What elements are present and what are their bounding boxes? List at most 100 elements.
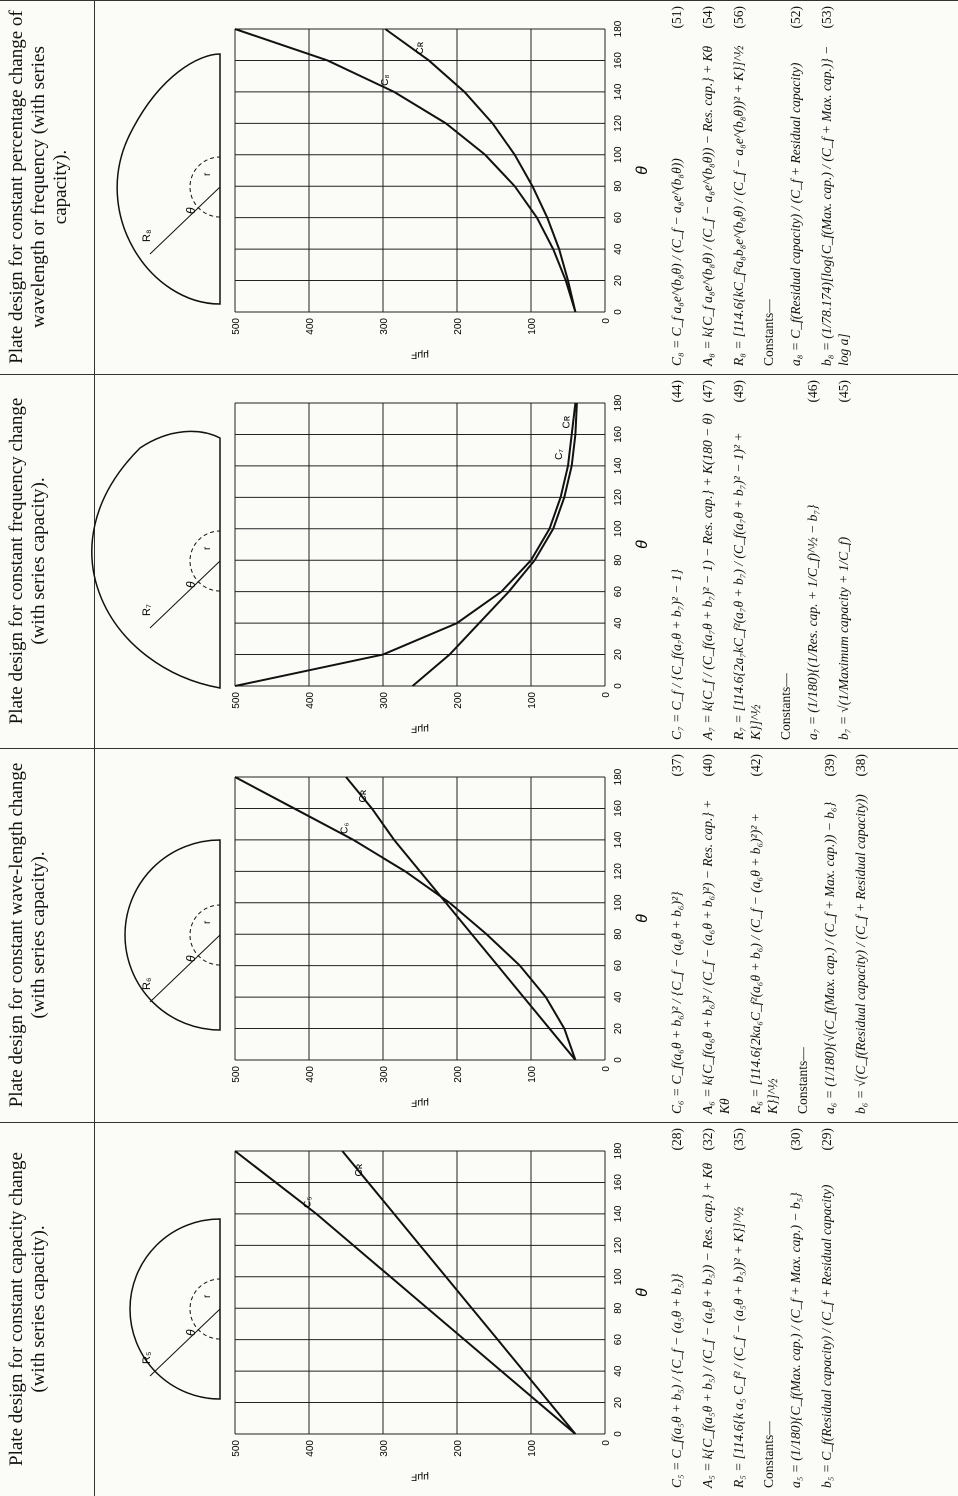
formula-block: C₇ = C_f / {C_f(a₇θ + b₇)² − 1} (44) A₇ = … bbox=[668, 380, 866, 740]
plate-outline bbox=[116, 53, 221, 305]
x-tick-label: 140 bbox=[613, 1205, 624, 1222]
plate-radius-label: R₆ bbox=[141, 978, 153, 990]
y-tick-label: 500 bbox=[231, 692, 242, 709]
equation-number: (49) bbox=[731, 380, 746, 403]
x-tick-label: 100 bbox=[613, 146, 624, 163]
x-tick-label: 180 bbox=[613, 20, 624, 37]
formula-row: a₅ = (1/180){C_f(Max. cap.) / (C_f + Max… bbox=[787, 1128, 804, 1488]
y-tick-label: 200 bbox=[453, 1440, 464, 1457]
x-tick-label: 140 bbox=[613, 831, 624, 848]
y-tick-label: 200 bbox=[453, 1066, 464, 1083]
plate-radius bbox=[149, 934, 221, 1003]
equation-number: (45) bbox=[836, 380, 851, 403]
formula-row: b₇ = √(1/Maximum capacity + 1/C_f) (45) bbox=[835, 380, 852, 740]
formula: C₆ = C_f(a₆θ + b₆)² / {C_f − (a₆θ + b₆)²… bbox=[669, 891, 684, 1114]
formula: R₈ = [114.6{kC_f²a₈b₈e^(b₈θ) / (C_f − a₈… bbox=[731, 45, 746, 366]
y-tick-label: 400 bbox=[305, 692, 316, 709]
equation-number: (53) bbox=[819, 6, 834, 29]
plate-outline bbox=[91, 430, 221, 689]
formula-row: R₆ = [114.6{2ka₆C_f²(a₆θ + b₆) / (C_f − … bbox=[747, 754, 781, 1114]
formula: b₆ = √(C_f(Residual capacity) / (C_f + R… bbox=[853, 794, 868, 1114]
x-tick-label: 120 bbox=[613, 863, 624, 880]
x-axis-label: θ bbox=[634, 914, 651, 923]
x-axis-label: θ bbox=[634, 1288, 651, 1297]
equation-number: (30) bbox=[788, 1128, 803, 1151]
x-tick-label: 60 bbox=[613, 212, 624, 224]
x-tick-label: 80 bbox=[613, 928, 624, 940]
equation-number: (47) bbox=[700, 380, 715, 403]
formula-row: b₆ = √(C_f(Residual capacity) / (C_f + R… bbox=[852, 754, 869, 1114]
equation-number: (51) bbox=[669, 6, 684, 29]
equation-number: (32) bbox=[700, 1128, 715, 1151]
curve-label: C₆ bbox=[339, 823, 350, 834]
curve bbox=[345, 776, 577, 1061]
plate-radius bbox=[149, 186, 221, 255]
x-tick-label: 180 bbox=[613, 768, 624, 785]
x-tick-label: 0 bbox=[613, 683, 624, 689]
x-tick-label: 120 bbox=[613, 489, 624, 506]
plate-radius-label: R₇ bbox=[141, 604, 153, 616]
x-tick-label: 20 bbox=[613, 1023, 624, 1035]
formula-row: b₅ = C_f(Residual capacity) / (C_f + Res… bbox=[818, 1128, 835, 1488]
equation-number: (28) bbox=[669, 1128, 684, 1151]
x-tick-label: 0 bbox=[613, 1431, 624, 1437]
y-tick-label: 300 bbox=[379, 1440, 390, 1457]
x-tick-label: 20 bbox=[613, 1397, 624, 1409]
x-tick-label: 120 bbox=[613, 115, 624, 132]
formula-row: b₈ = (1/78.174)[log{C_f(Max. cap.) / (C_… bbox=[818, 6, 852, 366]
formula-block: C₅ = C_f(a₅θ + b₅) / {C_f − (a₅θ + b₅)} (… bbox=[668, 1128, 849, 1488]
x-axis-label: θ bbox=[634, 540, 651, 549]
x-tick-label: 60 bbox=[613, 960, 624, 972]
formula: b₅ = C_f(Residual capacity) / (C_f + Res… bbox=[819, 1184, 834, 1488]
plate-r-label: r bbox=[202, 546, 213, 550]
curve bbox=[234, 402, 577, 687]
formula: a₅ = (1/180){C_f(Max. cap.) / (C_f + Max… bbox=[788, 1192, 803, 1488]
formula-row: C₅ = C_f(a₅θ + b₅) / {C_f − (a₅θ + b₅)} (… bbox=[668, 1128, 685, 1488]
formula: R₇ = [114.6{2a₇kC_f²(a₇θ + b₇) / (C_f(a₇… bbox=[731, 432, 763, 741]
formula: A₆ = k{C_f(a₆θ + b₆)² / (C_f − (a₆θ + b₆… bbox=[700, 799, 732, 1114]
panel-figures: R₅ θ r 0 100 200 300 400 500 0 20 40 60 80 100 120 140 16… bbox=[129, 1142, 651, 1482]
plate-theta-label: θ bbox=[184, 207, 198, 214]
x-tick-label: 0 bbox=[613, 1057, 624, 1063]
panel-figures: R₆ θ r 0 100 200 300 400 500 0 20 40 60 80 100 120 140 16… bbox=[124, 768, 651, 1108]
x-tick-label: 80 bbox=[613, 554, 624, 566]
plate-r-label: r bbox=[202, 1294, 213, 1298]
formula: b₈ = (1/78.174)[log{C_f(Max. cap.) / (C_… bbox=[819, 45, 851, 366]
x-tick-label: 60 bbox=[613, 1334, 624, 1346]
formula-row: a₇ = (1/180){(1/Res. cap. + 1/C_f)^½ − b… bbox=[804, 380, 821, 740]
panel: Plate design for constant percentage cha… bbox=[0, 0, 958, 374]
x-tick-label: 180 bbox=[613, 394, 624, 411]
x-tick-label: 100 bbox=[613, 894, 624, 911]
constants-label: Constants— bbox=[761, 299, 776, 366]
equation-number: (29) bbox=[819, 1128, 834, 1151]
equation-number: (52) bbox=[788, 6, 803, 29]
y-tick-label: 500 bbox=[231, 1440, 242, 1457]
y-tick-label: 200 bbox=[453, 318, 464, 335]
curve-label: C₈ bbox=[380, 75, 391, 86]
x-tick-label: 80 bbox=[613, 1302, 624, 1314]
plate-radius bbox=[149, 560, 221, 629]
panel: Plate design for constant wave-length ch… bbox=[0, 748, 958, 1122]
x-tick-label: 140 bbox=[613, 83, 624, 100]
equation-number: (54) bbox=[700, 6, 715, 29]
formula-row: C₇ = C_f / {C_f(a₇θ + b₇)² − 1} (44) bbox=[668, 380, 685, 740]
y-tick-label: 100 bbox=[527, 1066, 538, 1083]
formula: a₆ = (1/180){√(C_f(Max. cap.) / (C_f + M… bbox=[822, 801, 837, 1114]
x-tick-label: 40 bbox=[613, 617, 624, 629]
x-tick-label: 160 bbox=[613, 426, 624, 443]
x-tick-label: 20 bbox=[613, 649, 624, 661]
curve-label: Cʀ bbox=[561, 415, 572, 428]
x-tick-label: 160 bbox=[613, 1174, 624, 1191]
constants-label: Constants— bbox=[795, 1047, 810, 1114]
y-axis-label: μμF bbox=[411, 1471, 429, 1482]
formula-row: A₆ = k{C_f(a₆θ + b₆)² / (C_f − (a₆θ + b₆… bbox=[699, 754, 733, 1114]
formula-row: R₅ = [114.6{k a₅ C_f² / (C_f − (a₅θ + b₅… bbox=[730, 1128, 747, 1488]
formula: A₇ = k{C_f / (C_f(a₇θ + b₇)² − 1) − Res.… bbox=[700, 413, 715, 740]
equation-number: (40) bbox=[700, 754, 715, 777]
formula: C₅ = C_f(a₅θ + b₅) / {C_f − (a₅θ + b₅)} bbox=[669, 1273, 684, 1488]
equation-number: (38) bbox=[853, 754, 868, 777]
formula-row: R₈ = [114.6{kC_f²a₈b₈e^(b₈θ) / (C_f − a₈… bbox=[730, 6, 747, 366]
formula-row: a₈ = C_f(Residual capacity) / (C_f + Res… bbox=[787, 6, 804, 366]
equation-number: (39) bbox=[822, 754, 837, 777]
panel: Plate design for constant capacity chang… bbox=[0, 1122, 958, 1496]
